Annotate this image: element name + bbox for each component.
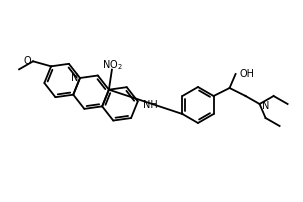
Text: NO$_2$: NO$_2$ [102, 58, 122, 72]
Text: N: N [71, 73, 78, 83]
Text: OH: OH [240, 69, 255, 79]
Text: N: N [261, 101, 269, 111]
Text: O: O [23, 56, 31, 66]
Text: NH: NH [143, 100, 158, 110]
